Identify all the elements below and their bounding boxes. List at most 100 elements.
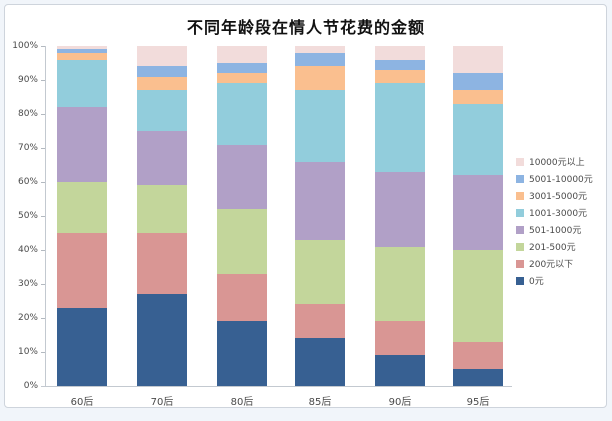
- bar-segment-80后-501-1000元: [217, 144, 267, 210]
- bar-segment-95后-3001-5000元: [453, 90, 503, 104]
- bar-segment-60后-1001-3000元: [57, 59, 107, 108]
- bar-segment-60后-10000元以上: [57, 46, 107, 50]
- legend-swatch-icon: [516, 225, 524, 234]
- x-tick-label-80后: 80后: [230, 397, 254, 408]
- y-tick-mark: [41, 147, 45, 149]
- bar-segment-60后-501-1000元: [57, 107, 107, 182]
- y-tick-mark: [41, 283, 45, 285]
- y-tick-label: 100%: [12, 41, 38, 51]
- legend: 10000元以上 5001-10000元 3001-5000元 1001-3000元 5…: [516, 153, 593, 289]
- legend-label: 5001-10000元: [529, 175, 593, 185]
- x-tick-label-95后: 95后: [466, 397, 490, 408]
- legend-label: 10000元以上: [529, 158, 585, 168]
- legend-swatch-icon: [516, 191, 524, 200]
- bar-segment-70后-5001-10000元: [137, 66, 187, 77]
- bar-segment-80后-10000元以上: [217, 46, 267, 63]
- bar-segment-95后-1001-3000元: [453, 103, 503, 176]
- y-tick-label: 60%: [17, 177, 38, 187]
- bar-segment-70后-1001-3000元: [137, 90, 187, 131]
- y-tick-label: 0%: [23, 381, 38, 391]
- bar-segment-70后-201-500元: [137, 185, 187, 233]
- bar-segment-95后-201-500元: [453, 250, 503, 342]
- y-tick-mark: [41, 215, 45, 217]
- y-tick-mark: [41, 351, 45, 353]
- legend-item-10000元以上: 10000元以上: [516, 153, 593, 170]
- legend-swatch-icon: [516, 242, 524, 251]
- bar-segment-95后-501-1000元: [453, 175, 503, 250]
- legend-swatch-icon: [516, 208, 524, 217]
- bar-segment-90后-200元以下: [375, 321, 425, 356]
- legend-swatch-icon: [516, 174, 524, 183]
- bar-segment-90后-201-500元: [375, 246, 425, 322]
- legend-item-201-500元: 201-500元: [516, 238, 593, 255]
- x-axis-line: [41, 386, 512, 387]
- bar-segment-80后-200元以下: [217, 273, 267, 322]
- x-tick-label-90后: 90后: [388, 397, 412, 408]
- x-tick-label-85后: 85后: [308, 397, 332, 408]
- bar-segment-70后-501-1000元: [137, 131, 187, 186]
- bar-segment-90后-501-1000元: [375, 171, 425, 247]
- bar-segment-70后-0元: [137, 294, 187, 386]
- y-tick-mark: [41, 79, 45, 81]
- x-tick-label-60后: 60后: [70, 397, 94, 408]
- y-tick-label: 90%: [17, 75, 38, 85]
- y-tick-label: 20%: [17, 313, 38, 323]
- legend-swatch-icon: [516, 157, 524, 166]
- legend-item-5001-10000元: 5001-10000元: [516, 170, 593, 187]
- bar-segment-90后-0元: [375, 355, 425, 386]
- y-tick-mark: [41, 317, 45, 319]
- bar-segment-80后-1001-3000元: [217, 83, 267, 145]
- y-tick-label: 80%: [17, 109, 38, 119]
- bar-segment-95后-200元以下: [453, 341, 503, 369]
- legend-item-1001-3000元: 1001-3000元: [516, 204, 593, 221]
- legend-label: 200元以下: [529, 260, 574, 270]
- legend-item-0元: 0元: [516, 272, 593, 289]
- y-tick-label: 10%: [17, 347, 38, 357]
- y-tick-mark: [41, 45, 45, 47]
- bar-segment-85后-200元以下: [295, 304, 345, 339]
- bar-segment-70后-10000元以上: [137, 46, 187, 67]
- bar-segment-95后-10000元以上: [453, 46, 503, 74]
- legend-item-501-1000元: 501-1000元: [516, 221, 593, 238]
- bar-segment-95后-0元: [453, 369, 503, 386]
- bar-segment-80后-201-500元: [217, 209, 267, 274]
- bar-segment-85后-10000元以上: [295, 46, 345, 53]
- bar-segment-90后-1001-3000元: [375, 83, 425, 172]
- bar-segment-70后-3001-5000元: [137, 76, 187, 91]
- bar-segment-80后-3001-5000元: [217, 73, 267, 84]
- y-tick-mark: [41, 249, 45, 251]
- bar-segment-80后-0元: [217, 321, 267, 386]
- x-tick-label-70后: 70后: [150, 397, 174, 408]
- bar-segment-85后-3001-5000元: [295, 66, 345, 91]
- bar-segment-95后-5001-10000元: [453, 73, 503, 91]
- y-tick-label: 70%: [17, 143, 38, 153]
- legend-swatch-icon: [516, 276, 524, 285]
- legend-label: 501-1000元: [529, 226, 582, 236]
- bar-segment-85后-501-1000元: [295, 161, 345, 240]
- bar-segment-85后-0元: [295, 338, 345, 386]
- bar-segment-60后-201-500元: [57, 182, 107, 233]
- bar-segment-85后-1001-3000元: [295, 90, 345, 162]
- legend-label: 3001-5000元: [529, 192, 588, 202]
- bar-segment-70后-200元以下: [137, 233, 187, 295]
- y-tick-label: 40%: [17, 245, 38, 255]
- bar-segment-90后-10000元以上: [375, 46, 425, 60]
- legend-item-3001-5000元: 3001-5000元: [516, 187, 593, 204]
- y-tick-label: 30%: [17, 279, 38, 289]
- y-axis-line: [45, 46, 46, 387]
- chart-title: 不同年龄段在情人节花费的金额: [186, 18, 425, 37]
- legend-label: 0元: [529, 277, 544, 287]
- bar-segment-90后-5001-10000元: [375, 59, 425, 70]
- bar-segment-60后-5001-10000元: [57, 49, 107, 53]
- bar-segment-60后-3001-5000元: [57, 52, 107, 60]
- legend-label: 201-500元: [529, 243, 576, 253]
- bar-segment-80后-5001-10000元: [217, 63, 267, 74]
- bar-segment-85后-201-500元: [295, 239, 345, 305]
- bar-segment-60后-0元: [57, 307, 107, 386]
- bar-segment-60后-200元以下: [57, 233, 107, 308]
- y-tick-mark: [41, 113, 45, 115]
- legend-item-200元以下: 200元以下: [516, 255, 593, 272]
- bar-segment-85后-5001-10000元: [295, 52, 345, 67]
- y-tick-mark: [41, 181, 45, 183]
